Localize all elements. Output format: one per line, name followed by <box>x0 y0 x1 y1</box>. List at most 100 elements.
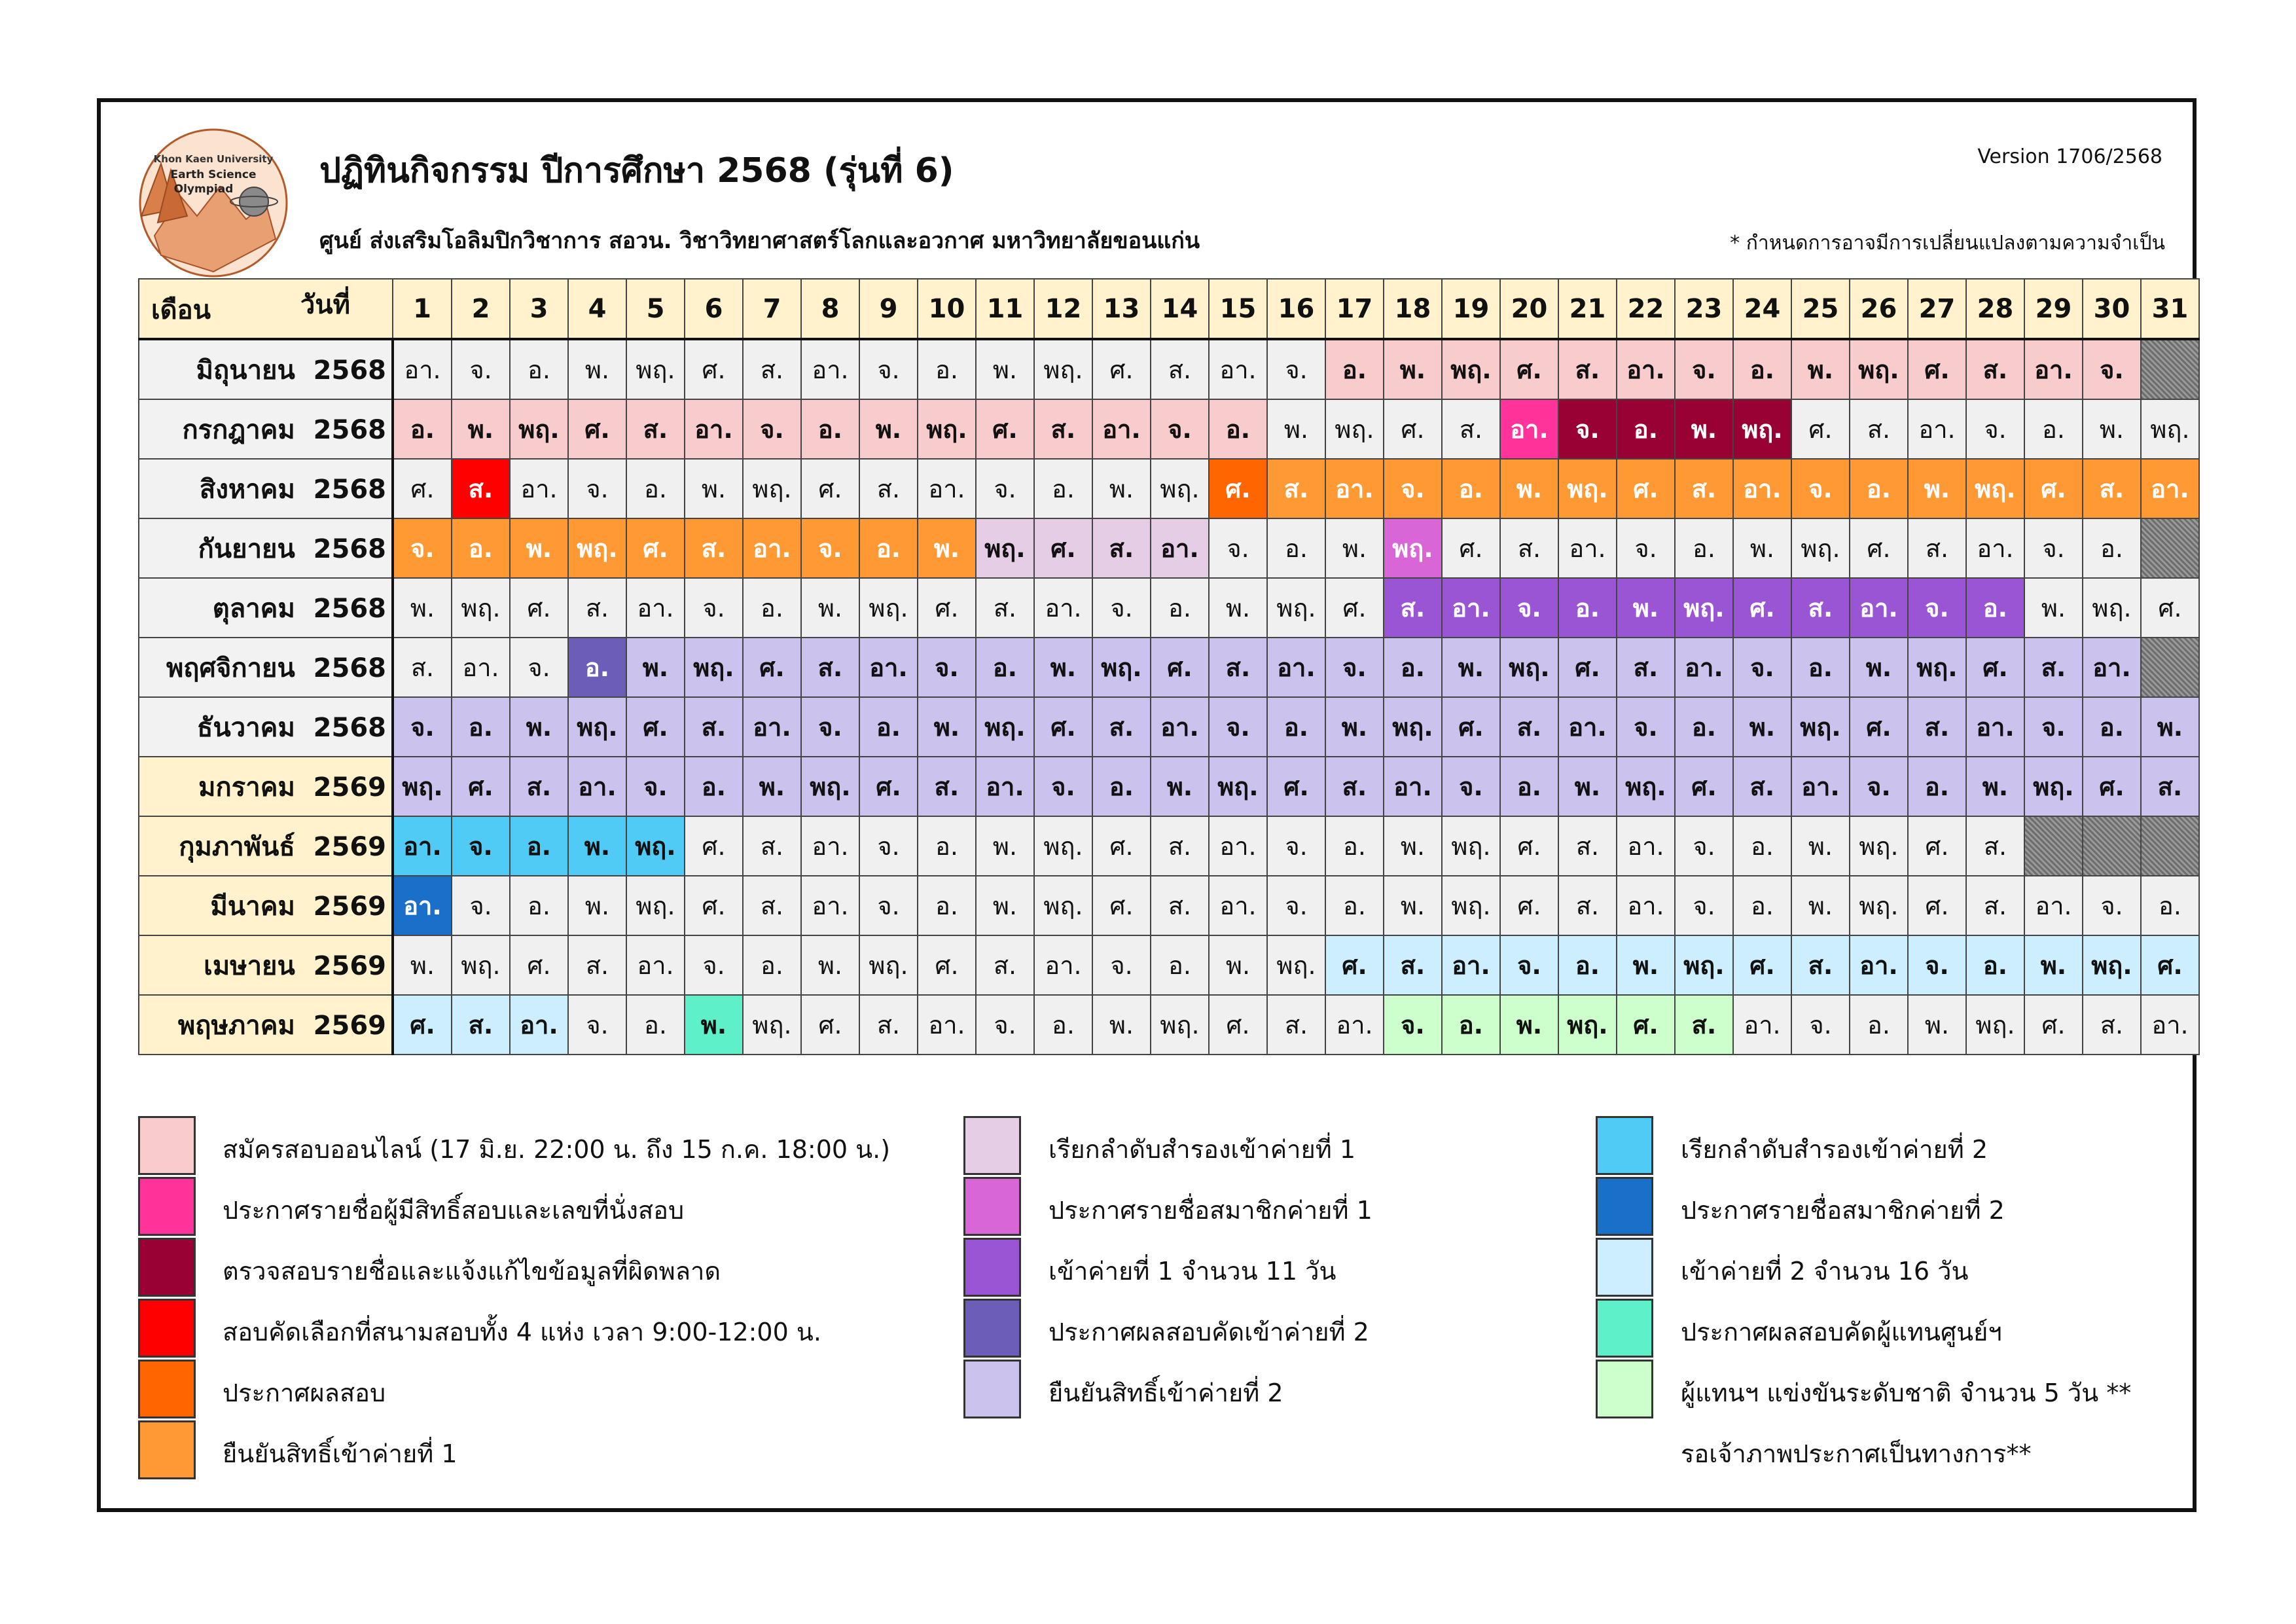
day-cell: จ. <box>1674 338 1734 400</box>
day-cell: ส. <box>2082 994 2142 1055</box>
month-spacer <box>295 653 314 683</box>
day-cell: ศ. <box>1907 338 1967 400</box>
day-cell: ส. <box>859 994 918 1055</box>
month-label: เมษายน 2569 <box>138 935 394 996</box>
day-cell: ส. <box>684 696 744 757</box>
empty-day-cell <box>2140 518 2200 579</box>
month-name: เมษายน <box>204 950 295 981</box>
day-cell: พฤ. <box>1441 875 1501 936</box>
day-cell: พฤ. <box>1033 816 1093 876</box>
day-number-header: 14 <box>1150 278 1210 340</box>
day-cell: อา. <box>1732 458 1792 519</box>
day-cell: ส. <box>1266 994 1326 1055</box>
legend-label: ประกาศรายชื่อสมาชิกค่ายที่ 1 <box>1049 1196 1372 1225</box>
day-cell: ส. <box>1849 399 1909 460</box>
table-header-row: เดือน วันที่ 1 2 3 4 5 6 7 8 9 10 11 12 13 14 15 16 17 18 19… <box>138 278 2200 340</box>
day-cell: พ. <box>859 399 918 460</box>
day-cell: พฤ. <box>917 399 977 460</box>
day-cell: จ. <box>1266 816 1326 876</box>
day-cell: ศ. <box>392 458 452 519</box>
month-label: ตุลาคม 2568 <box>138 577 394 638</box>
day-cell: จ. <box>1266 338 1326 400</box>
day-cell: อ. <box>626 994 685 1055</box>
day-cell: ศ. <box>1907 816 1967 876</box>
day-cell: พฤ. <box>1033 338 1093 400</box>
day-cell: พ. <box>1383 816 1443 876</box>
day-cell: พฤ. <box>1441 816 1501 876</box>
day-cell: จ. <box>684 935 744 996</box>
day-cell: อา. <box>1616 338 1676 400</box>
day-cell: จ. <box>1616 518 1676 579</box>
day-cell: อ. <box>1674 518 1734 579</box>
day-cell: พฤ. <box>1499 637 1559 698</box>
day-cell: อ. <box>1907 756 1967 817</box>
day-cell: ส. <box>1674 994 1734 1055</box>
day-cell: ส. <box>684 518 744 579</box>
day-cell: พฤ. <box>626 875 685 936</box>
day-cell: ส. <box>1965 338 2025 400</box>
day-cell: อ. <box>1208 399 1268 460</box>
day-cell: พ. <box>626 637 685 698</box>
day-cell: พ. <box>975 338 1035 400</box>
legend-extra-note: รอเจ้าภาพประกาศเป็นทางการ** <box>1681 1439 2032 1468</box>
day-cell: อา. <box>800 875 860 936</box>
day-cell: อ. <box>917 816 977 876</box>
day-cell: อา. <box>567 756 627 817</box>
day-number-header: 25 <box>1791 278 1850 340</box>
day-cell: ศ. <box>1791 399 1850 460</box>
day-cell: พฤ. <box>1849 338 1909 400</box>
day-number-header: 9 <box>859 278 918 340</box>
day-cell: พ. <box>509 518 569 579</box>
day-number-header: 31 <box>2140 278 2200 340</box>
day-cell: อา. <box>1092 399 1151 460</box>
day-number-header: 18 <box>1383 278 1443 340</box>
day-cell: พ. <box>1033 637 1093 698</box>
day-cell: พ. <box>1383 875 1443 936</box>
day-cell: อ. <box>509 816 569 876</box>
day-cell: อ. <box>742 935 802 996</box>
day-cell: อา. <box>1441 935 1501 996</box>
day-cell: ศ. <box>1441 696 1501 757</box>
day-cell: พ. <box>1849 637 1909 698</box>
day-number-header: 20 <box>1499 278 1559 340</box>
day-cell: ส. <box>1150 875 1210 936</box>
day-cell: พฤ. <box>1441 338 1501 400</box>
day-cell: ศ. <box>1092 875 1151 936</box>
day-cell: จ. <box>1150 399 1210 460</box>
day-cell: ศ. <box>975 399 1035 460</box>
day-cell: พ. <box>1441 637 1501 698</box>
day-cell: อ. <box>1266 696 1326 757</box>
earth-science-olympiad-logo: Khon Kaen University Earth Science Olymp… <box>139 128 288 278</box>
day-cell: พฤ. <box>626 816 685 876</box>
day-cell: จ. <box>1383 994 1443 1055</box>
day-cell: อ. <box>1033 994 1093 1055</box>
month-name: ตุลาคม <box>212 593 295 624</box>
day-cell: อ. <box>1325 875 1384 936</box>
day-cell: อา. <box>1033 935 1093 996</box>
day-cell: ศ. <box>800 994 860 1055</box>
month-row: สิงหาคม 2568 ศ. ส. อา. จ. อ. พ. พฤ. ศ. ส. อา. จ. อ. พ… <box>138 458 2200 519</box>
day-number-header: 17 <box>1325 278 1384 340</box>
day-cell: จ. <box>1499 935 1559 996</box>
day-cell: พ. <box>975 875 1035 936</box>
day-cell: จ. <box>800 696 860 757</box>
day-cell: ส. <box>1325 756 1384 817</box>
day-cell: อ. <box>1849 994 1909 1055</box>
day-cell: จ. <box>567 458 627 519</box>
legend-swatch <box>963 1177 1021 1236</box>
month-name: มิถุนายน <box>196 355 295 386</box>
svg-text:Earth Science: Earth Science <box>170 168 256 181</box>
day-number-header: 28 <box>1965 278 2025 340</box>
day-cell: จ. <box>1441 756 1501 817</box>
month-name: กุมภาพันธ์ <box>179 831 295 862</box>
day-cell: พฤ. <box>1907 637 1967 698</box>
day-cell: อ. <box>1849 458 1909 519</box>
day-cell: ส. <box>1791 577 1850 638</box>
day-cell: ศ. <box>1849 518 1909 579</box>
day-cell: อา. <box>684 399 744 460</box>
day-cell: จ. <box>451 338 511 400</box>
day-cell: จ. <box>2082 875 2142 936</box>
day-cell: ส. <box>567 935 627 996</box>
day-cell: ส. <box>2140 756 2200 817</box>
legend-swatch <box>138 1420 196 1479</box>
